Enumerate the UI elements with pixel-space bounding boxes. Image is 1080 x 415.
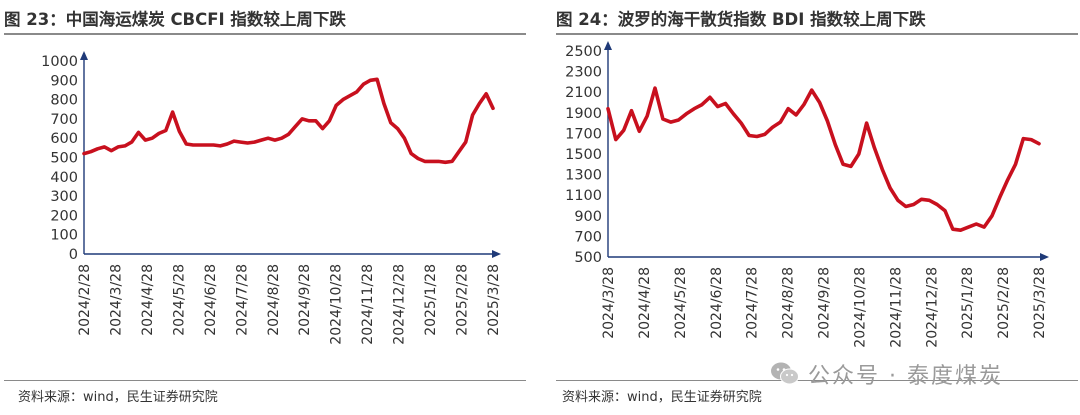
x-tick-label: 2024/2/28 [77,264,93,336]
x-tick-label: 2024/6/28 [709,267,725,339]
x-tick-label: 2024/9/28 [297,264,313,336]
y-tick-label: 700 [574,229,602,245]
x-tick-label: 2025/3/28 [1032,267,1048,339]
x-tick-label: 2024/11/28 [888,267,904,348]
title-divider [4,33,526,35]
y-tick-label: 300 [50,189,78,205]
x-tick-label: 2025/2/28 [996,267,1012,339]
x-tick-label: 2024/10/28 [852,267,868,348]
y-tick-label: 1300 [565,168,602,184]
y-axis-arrow [604,41,612,50]
chart-panel-cbcfi: 图 23：中国海运煤炭 CBCFI 指数较上周下跌 1000 900 800 700 6… [0,0,527,415]
watermark-text: 公众号 · 泰度煤炭 [808,364,1003,389]
x-tick-label: 2024/8/28 [266,264,282,336]
y-tick-label: 700 [50,112,78,128]
y-tick-label: 900 [574,209,602,225]
y-tick-label: 1900 [565,106,602,122]
x-tick-label: 2024/4/28 [637,267,653,339]
y-tick-label: 400 [50,170,78,186]
source-divider [4,380,526,381]
x-tick-label: 2024/5/28 [171,264,187,336]
x-tick-label: 2024/5/28 [673,267,689,339]
x-tick-label: 2025/3/28 [486,264,502,336]
y-tick-label: 500 [574,250,602,266]
y-tick-label: 200 [50,208,78,224]
x-tick-label: 2025/1/28 [960,267,976,339]
y-tick-label: 1700 [565,126,602,142]
x-tick-label: 2024/4/28 [140,264,156,336]
cbcfi-line-chart: 100090080070060050040030020010002024/2/2… [41,51,502,345]
y-tick-label: 100 [50,228,78,244]
x-tick-label: 2024/6/28 [203,264,219,336]
x-tick-label: 2025/1/28 [423,264,439,336]
x-tick-label: 2024/11/28 [360,264,376,345]
y-tick-label: 2100 [565,85,602,101]
x-tick-label: 2024/3/28 [601,267,617,339]
y-tick-label: 600 [50,131,78,147]
y-tick-label: 500 [50,151,78,167]
x-tick-label: 2024/12/28 [392,264,408,345]
chart-title: 图 24：波罗的海干散货指数 BDI 指数较上周下跌 [556,10,926,29]
title-divider [556,33,1078,35]
y-tick-label: 1100 [565,188,602,204]
watermark: 公众号 · 泰度煤炭 [770,358,1003,390]
x-axis-arrow [1040,253,1049,261]
source-note: 资料来源：wind，民生证券研究院 [562,390,762,405]
x-tick-label: 2024/12/28 [924,267,940,348]
series-line [82,77,495,165]
y-tick-label: 0 [69,247,78,263]
bdi-line-chart: 2500 2300 2100 1900 1700 1500 1300 1100 900 700 50… [565,41,1049,348]
x-tick-label: 2025/2/28 [455,264,471,336]
y-tick-label: 1500 [565,147,602,163]
x-tick-label: 2024/9/28 [817,267,833,339]
y-tick-label: 900 [50,73,78,89]
y-tick-label: 1000 [41,54,78,70]
x-tick-label: 2024/8/28 [781,267,797,339]
x-tick-label: 2024/7/28 [234,264,250,336]
source-note: 资料来源：wind，民生证券研究院 [18,390,218,405]
chart-panel-bdi: 图 24：波罗的海干散货指数 BDI 指数较上周下跌 2500 2300 2100 1… [552,0,1080,415]
y-tick-label: 2300 [565,65,602,81]
x-tick-label: 2024/7/28 [745,267,761,339]
x-tick-label: 2024/3/28 [108,264,124,336]
x-tick-label: 2024/10/28 [329,264,345,345]
wechat-icon [771,362,799,385]
y-axis-arrow [80,51,88,60]
chart-title: 图 23：中国海运煤炭 CBCFI 指数较上周下跌 [4,10,346,29]
source-divider [556,380,1078,381]
y-tick-label: 2500 [565,44,602,60]
y-tick-label: 800 [50,93,78,109]
series-line [606,86,1041,232]
x-axis-arrow [492,250,501,258]
